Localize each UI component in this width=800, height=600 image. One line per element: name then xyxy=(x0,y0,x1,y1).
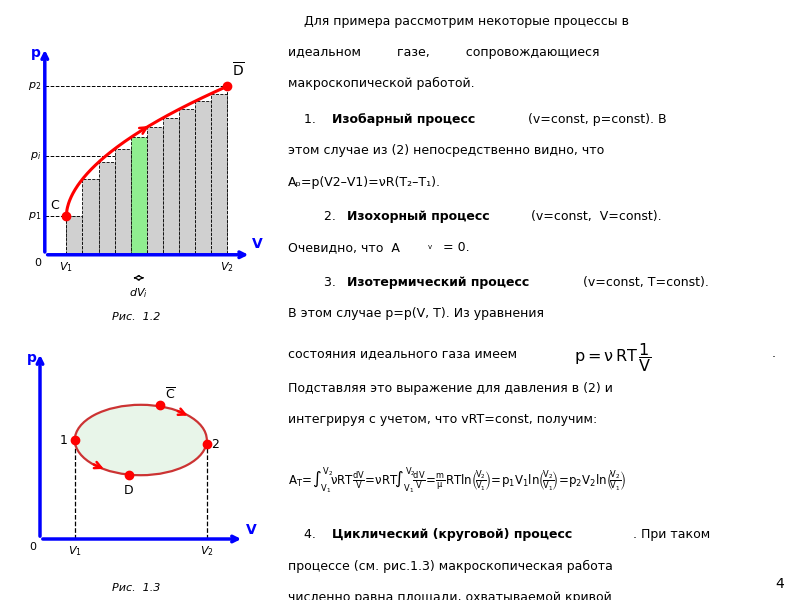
Text: 0: 0 xyxy=(34,258,42,268)
Text: $V_1$: $V_1$ xyxy=(68,545,82,558)
Polygon shape xyxy=(179,109,195,255)
Text: (v=const,  V=const).: (v=const, V=const). xyxy=(526,210,662,223)
Text: Рис.  1.3: Рис. 1.3 xyxy=(112,583,160,593)
Text: 1: 1 xyxy=(60,433,67,446)
Text: $p_i$: $p_i$ xyxy=(30,149,42,161)
Text: ᵥ: ᵥ xyxy=(428,241,433,251)
Text: процессе (см. рис.1.3) макроскопическая работа: процессе (см. рис.1.3) макроскопическая … xyxy=(288,559,613,572)
Text: V: V xyxy=(246,523,257,537)
Text: . При таком: . При таком xyxy=(634,528,710,541)
Text: $p_2$: $p_2$ xyxy=(28,80,42,92)
Text: Рис.  1.2: Рис. 1.2 xyxy=(112,313,160,322)
Text: (v=const, T=const).: (v=const, T=const). xyxy=(578,275,709,289)
Polygon shape xyxy=(130,137,147,255)
Text: 2: 2 xyxy=(211,438,219,451)
Polygon shape xyxy=(163,118,179,255)
Text: 2.: 2. xyxy=(324,210,344,223)
Text: $\mathrm{p = \nu\, RT\, \dfrac{1}{V}}$: $\mathrm{p = \nu\, RT\, \dfrac{1}{V}}$ xyxy=(574,341,651,374)
Polygon shape xyxy=(211,94,227,255)
Text: D: D xyxy=(124,484,134,497)
Text: этом случае из (2) непосредственно видно, что: этом случае из (2) непосредственно видно… xyxy=(288,145,604,157)
Polygon shape xyxy=(66,215,82,255)
Text: 1.: 1. xyxy=(288,113,323,126)
Text: интегрируя с учетом, что vRT=const, получим:: интегрируя с учетом, что vRT=const, полу… xyxy=(288,413,597,426)
Text: $V_1$: $V_1$ xyxy=(59,260,74,274)
Text: $dV_i$: $dV_i$ xyxy=(130,286,148,300)
Text: (v=const, p=const). В: (v=const, p=const). В xyxy=(524,113,667,126)
Text: .: . xyxy=(771,347,775,360)
Text: численно равна площади, охватываемой кривой: численно равна площади, охватываемой кри… xyxy=(288,590,611,600)
Text: идеальном         газе,         сопровождающиеся: идеальном газе, сопровождающиеся xyxy=(288,46,599,59)
Text: $p_1$: $p_1$ xyxy=(28,209,42,221)
Text: $\overline{\mathrm{C}}$: $\overline{\mathrm{C}}$ xyxy=(165,387,175,403)
Text: C: C xyxy=(50,199,59,212)
Polygon shape xyxy=(195,101,211,255)
Polygon shape xyxy=(98,162,114,255)
Text: Циклический (круговой) процесс: Циклический (круговой) процесс xyxy=(332,528,572,541)
Text: 4: 4 xyxy=(775,577,784,591)
Text: состояния идеального газа имеем: состояния идеального газа имеем xyxy=(288,347,517,360)
Text: 3.: 3. xyxy=(324,275,344,289)
Text: $V_2$: $V_2$ xyxy=(220,260,234,274)
Ellipse shape xyxy=(75,405,206,475)
Text: 0: 0 xyxy=(30,542,37,552)
Polygon shape xyxy=(82,179,98,255)
Polygon shape xyxy=(147,127,163,255)
Text: 4.: 4. xyxy=(288,528,319,541)
Text: $\overline{\mathrm{D}}$: $\overline{\mathrm{D}}$ xyxy=(232,61,245,79)
Text: p: p xyxy=(31,46,42,60)
Polygon shape xyxy=(114,149,130,255)
Text: Aₚ=p(V2–V1)=νR(T₂–T₁).: Aₚ=p(V2–V1)=νR(T₂–T₁). xyxy=(288,176,441,188)
Text: V: V xyxy=(253,238,263,251)
Text: $V_2$: $V_2$ xyxy=(200,545,214,558)
Text: Для примера рассмотрим некоторые процессы в: Для примера рассмотрим некоторые процесс… xyxy=(288,15,629,28)
Text: p: p xyxy=(26,351,37,365)
Text: В этом случае р=р(V, T). Из уравнения: В этом случае р=р(V, T). Из уравнения xyxy=(288,307,544,320)
Text: Изотермический процесс: Изотермический процесс xyxy=(347,275,530,289)
Text: = 0.: = 0. xyxy=(439,241,470,254)
Text: макроскопической работой.: макроскопической работой. xyxy=(288,77,474,91)
Text: Изобарный процесс: Изобарный процесс xyxy=(332,113,475,126)
Text: Подставляя это выражение для давления в (2) и: Подставляя это выражение для давления в … xyxy=(288,382,613,395)
Text: Изохорный процесс: Изохорный процесс xyxy=(347,210,490,223)
Text: Очевидно, что  A: Очевидно, что A xyxy=(288,241,399,254)
Text: $\mathrm{A_T\!=\!\int_{V_1}^{V_2}\!\nu RT\frac{dV}{V}\!=\!\nu RT\!\int_{V_1}^{V_: $\mathrm{A_T\!=\!\int_{V_1}^{V_2}\!\nu R… xyxy=(288,466,626,496)
